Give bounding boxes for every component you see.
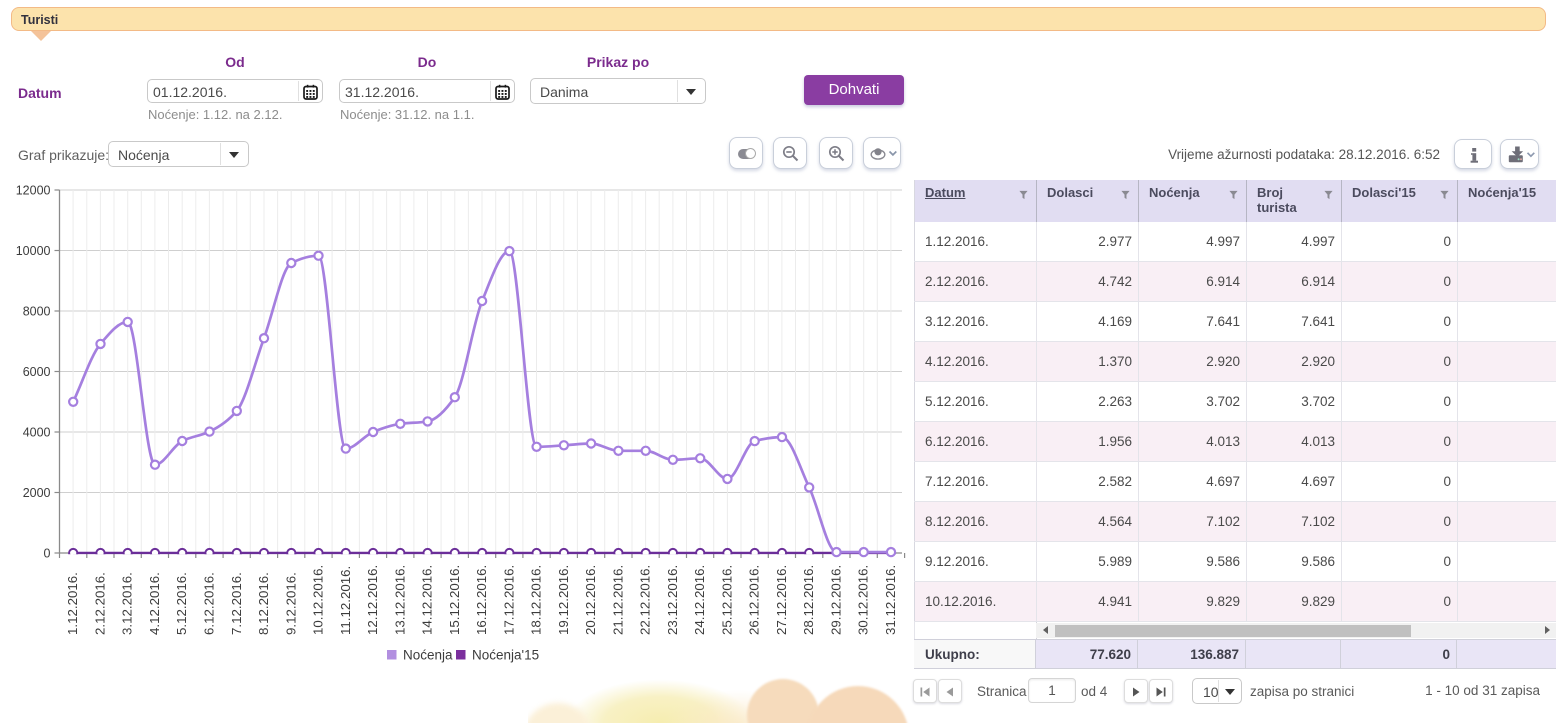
svg-text:21.12.2016.: 21.12.2016. [610, 565, 625, 635]
svg-text:8.12.2016.: 8.12.2016. [256, 572, 271, 635]
svg-text:16.12.2016.: 16.12.2016. [474, 565, 489, 635]
svg-text:31.12.2016.: 31.12.2016. [883, 565, 898, 635]
svg-text:2.12.2016.: 2.12.2016. [93, 572, 108, 635]
svg-text:Noćenja: Noćenja [403, 648, 453, 663]
svg-text:29.12.2016.: 29.12.2016. [829, 565, 844, 635]
svg-text:14.12.2016.: 14.12.2016. [420, 565, 435, 635]
svg-text:8000: 8000 [23, 305, 51, 319]
svg-text:9.12.2016.: 9.12.2016. [283, 572, 298, 635]
svg-text:5.12.2016.: 5.12.2016. [174, 572, 189, 635]
svg-text:22.12.2016.: 22.12.2016. [638, 565, 653, 635]
svg-text:1.12.2016.: 1.12.2016. [65, 572, 80, 635]
svg-text:28.12.2016.: 28.12.2016. [801, 565, 816, 635]
svg-text:20.12.2016.: 20.12.2016. [583, 565, 598, 635]
svg-text:4.12.2016.: 4.12.2016. [147, 572, 162, 635]
svg-text:6.12.2016.: 6.12.2016. [202, 572, 217, 635]
svg-text:10000: 10000 [16, 244, 51, 258]
svg-text:19.12.2016.: 19.12.2016. [556, 565, 571, 635]
svg-text:24.12.2016.: 24.12.2016. [692, 565, 707, 635]
svg-text:7.12.2016.: 7.12.2016. [229, 572, 244, 635]
svg-text:13.12.2016.: 13.12.2016. [392, 565, 407, 635]
svg-text:6000: 6000 [23, 365, 51, 379]
svg-text:30.12.2016.: 30.12.2016. [856, 565, 871, 635]
svg-text:23.12.2016.: 23.12.2016. [665, 565, 680, 635]
svg-text:12.12.2016.: 12.12.2016. [365, 565, 380, 635]
svg-text:15.12.2016.: 15.12.2016. [447, 565, 462, 635]
svg-text:0: 0 [44, 547, 51, 561]
svg-text:27.12.2016.: 27.12.2016. [774, 565, 789, 635]
svg-text:11.12.2016.: 11.12.2016. [338, 566, 353, 635]
svg-text:26.12.2016.: 26.12.2016. [747, 565, 762, 635]
svg-text:18.12.2016.: 18.12.2016. [529, 565, 544, 635]
svg-text:25.12.2016.: 25.12.2016. [719, 565, 734, 635]
svg-text:17.12.2016.: 17.12.2016. [501, 565, 516, 635]
svg-text:2000: 2000 [23, 486, 51, 500]
svg-text:4000: 4000 [23, 426, 51, 440]
svg-text:10.12.2016.: 10.12.2016. [311, 565, 326, 635]
svg-text:Noćenja'15: Noćenja'15 [472, 648, 539, 663]
svg-text:12000: 12000 [16, 184, 51, 198]
svg-text:3.12.2016.: 3.12.2016. [120, 572, 135, 635]
